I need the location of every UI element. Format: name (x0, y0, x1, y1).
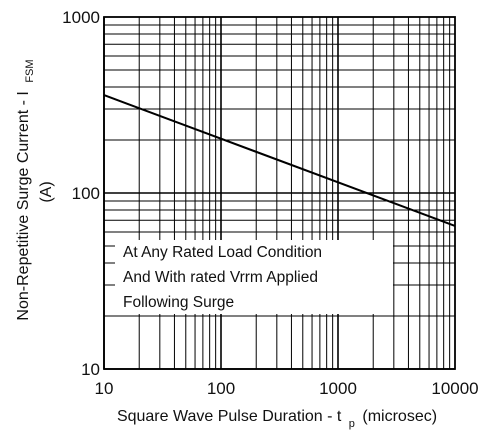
y-tick-labels: 10 100 1000 (62, 8, 100, 379)
series-layer (103, 94, 456, 227)
plot-border (103, 16, 456, 370)
chart-grid (103, 17, 455, 370)
annotation-line: And With rated Vrrm Applied (123, 269, 318, 286)
x-axis-title: Square Wave Pulse Duration - t p (micros… (117, 408, 437, 431)
annotation-box (115, 240, 393, 314)
plot-frame (103, 16, 456, 370)
x-axis-title-main: Square Wave Pulse Duration - t (117, 408, 342, 425)
x-axis-title-suffix: (microsec) (362, 408, 437, 425)
x-tick-label: 1000 (319, 379, 357, 398)
x-tick-label: 10 (95, 379, 114, 398)
y-axis-title: Non-Repetitive Surge Current - I FSM (15, 59, 36, 320)
annotation-line: Following Surge (123, 294, 234, 311)
x-axis-title-sub: p (349, 418, 355, 430)
annotation-text: At Any Rated Load Condition And With rat… (123, 244, 322, 311)
annotation-line: At Any Rated Load Condition (123, 244, 322, 261)
y-axis-title-sub: FSM (24, 59, 36, 82)
series-line (103, 94, 456, 227)
x-tick-label: 10000 (431, 379, 478, 398)
y-tick-label: 100 (72, 184, 100, 203)
x-tick-label: 100 (207, 379, 235, 398)
x-tick-labels: 10 100 1000 10000 (95, 379, 479, 398)
y-axis-title-unit: (A) (38, 181, 55, 202)
y-tick-label: 10 (81, 360, 100, 379)
y-axis-title-main: Non-Repetitive Surge Current - I (15, 91, 32, 320)
y-tick-label: 1000 (62, 8, 100, 27)
